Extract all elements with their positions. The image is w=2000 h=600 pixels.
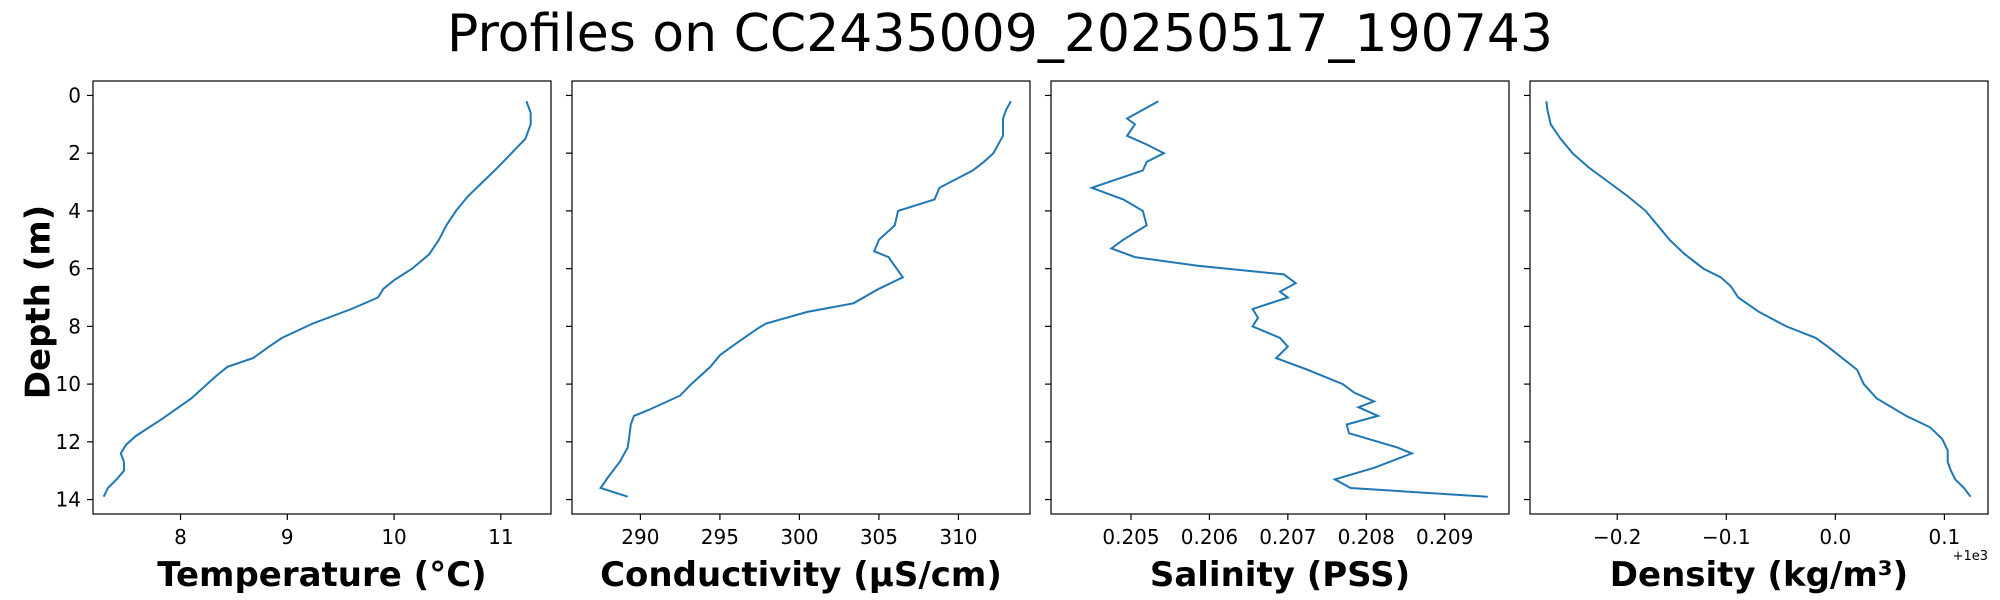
- y-tick-label: 2: [68, 141, 81, 165]
- panel-4: −0.2 −0.1 0.0 0.1 Density (kg/m³) +1e3: [1524, 80, 1989, 595]
- x-tick-label: 295: [701, 525, 739, 549]
- axes-frame-4: [1529, 80, 1989, 515]
- panel-1: 8 9 10 11 0 2 4 6 8 10 12 14 Temperature (°C): [56, 80, 552, 595]
- x-tick-label: 310: [939, 525, 977, 549]
- figure-ylabel: Depth (m): [19, 205, 59, 399]
- x-tick-label: 10: [381, 525, 406, 549]
- series-line-4: [1545, 101, 1972, 498]
- x-tick-label: 8: [174, 525, 187, 549]
- x-tick-label: −0.2: [1593, 525, 1642, 549]
- x-tick-label: −0.1: [1702, 525, 1751, 549]
- y-tick-label: 8: [68, 314, 81, 338]
- x-axis-label: Conductivity (µS/cm): [600, 555, 1002, 595]
- y-tick-label: 0: [68, 83, 81, 107]
- y-tick-label: 4: [68, 199, 81, 223]
- x-tick-label: 11: [488, 525, 513, 549]
- y-tick-label: 14: [56, 488, 81, 512]
- x-tick-label: 305: [860, 525, 898, 549]
- x-tick-label: 300: [780, 525, 818, 549]
- x-tick-label: 0.209: [1416, 525, 1473, 549]
- x-offset-label: +1e3: [1953, 549, 1988, 564]
- x-tick-label: 0.205: [1102, 525, 1159, 549]
- y-tick-label: 10: [56, 372, 81, 396]
- y-tick-label: 6: [68, 257, 81, 281]
- series-line-3: [1088, 100, 1488, 498]
- x-tick-label: 0.1: [1928, 525, 1960, 549]
- series-line-2: [599, 100, 1012, 498]
- panel-2: 290 295 300 305 310 Conductivity (µS/cm): [566, 80, 1031, 595]
- x-axis-label: Density (kg/m³): [1610, 555, 1908, 595]
- x-tick-label: 0.208: [1338, 525, 1395, 549]
- series-line-1: [102, 100, 532, 498]
- x-tick-label: 9: [281, 525, 294, 549]
- axes-frame-2: [571, 80, 1031, 515]
- x-tick-label: 0.206: [1181, 525, 1238, 549]
- x-axis-label: Salinity (PSS): [1150, 555, 1410, 595]
- x-axis-label: Temperature (°C): [157, 555, 486, 595]
- x-tick-label: 0.0: [1819, 525, 1851, 549]
- figure-title: Profiles on CC2435009_20250517_190743: [447, 4, 1553, 64]
- y-tick-label: 12: [56, 430, 81, 454]
- axes-frame-1: [92, 80, 552, 515]
- x-tick-label: 0.207: [1259, 525, 1316, 549]
- axes-frame-3: [1050, 80, 1510, 515]
- x-tick-label: 290: [621, 525, 659, 549]
